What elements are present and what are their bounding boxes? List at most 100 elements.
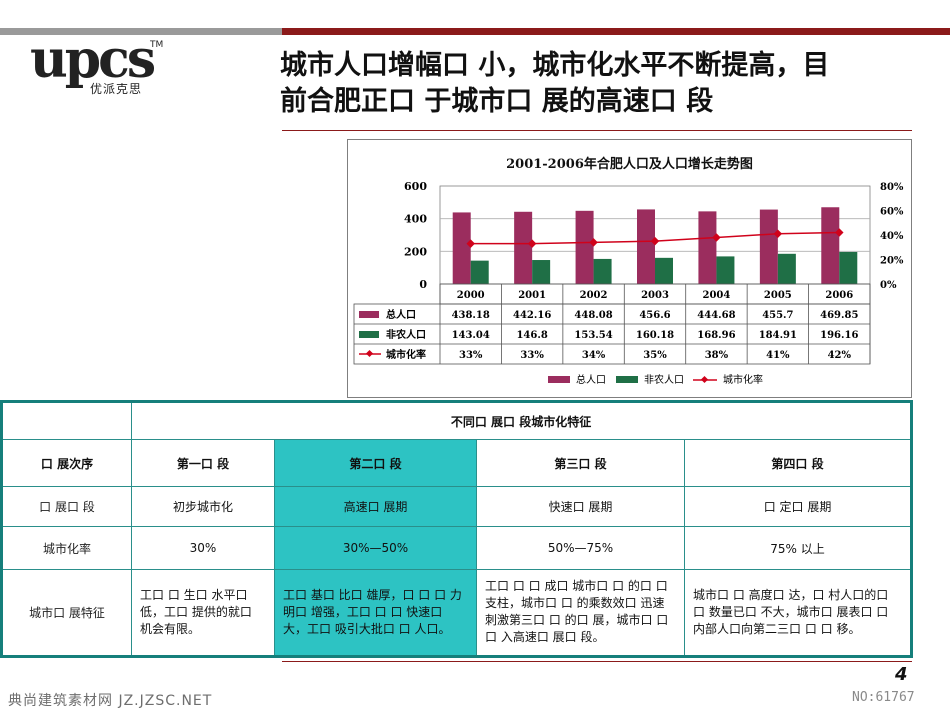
x-tick-label: 2003	[641, 290, 669, 301]
x-tick-label: 2004	[703, 290, 731, 301]
table-row: 口 展口 段 初步城市化 高速口 展期 快速口 展期 口 定口 展期	[1, 485, 913, 528]
stage-1-features: 工口 口 生口 水平口 低，工口 提供的就口 机会有限。	[131, 568, 275, 658]
urbanization-stage-table: 不同口 展口 段城市化特征 口 展次序 第一口 段 第二口 段 第三口 段 第四…	[0, 400, 914, 658]
row-label-features: 城市口 展特征	[1, 568, 132, 658]
data-label: 33%	[520, 350, 544, 361]
legend-label-rate: 城市化率	[723, 373, 763, 386]
y-right-tick-label: 20%	[880, 256, 904, 267]
data-label: 34%	[582, 350, 606, 361]
data-table-series-label: 城市化率	[386, 348, 426, 361]
logo-wordmark: upcs	[30, 29, 156, 90]
stage-3-features: 工口 口 口 成口 城市口 口 的口 口 支柱，城市口 口 的乘数效口 迅速刺激…	[476, 568, 685, 658]
data-label: 448.08	[574, 310, 612, 321]
bar-nonfarm-population	[470, 260, 489, 284]
y-left-tick-label: 200	[404, 245, 427, 258]
y-right-tick-label: 0%	[880, 280, 897, 291]
slide-title-line-2: 前合肥正口 于城市口 展的高速口 段	[280, 86, 714, 117]
y-left-tick-label: 0	[419, 278, 427, 291]
stage-3-header: 第三口 段	[476, 439, 685, 487]
data-label: 456.6	[639, 310, 670, 321]
data-label: 35%	[643, 350, 667, 361]
urbanization-rate-point	[527, 239, 537, 248]
population-chart: 2001-2006年合肥人口及人口增长走势图 0 200 400 600 0% 20% 40…	[347, 139, 912, 398]
y-right-tick-label: 40%	[880, 231, 904, 242]
stage-2-name: 高速口 展期	[274, 485, 477, 528]
data-label: 455.7	[762, 310, 793, 321]
data-label: 444.68	[697, 310, 735, 321]
data-table-key-swatch	[359, 311, 379, 318]
x-tick-label: 2005	[764, 290, 792, 301]
footer-divider	[282, 661, 912, 662]
chart-title: 2001-2006年合肥人口及人口增长走势图	[506, 157, 753, 172]
table-corner-cell	[1, 400, 132, 441]
stage-1-header: 第一口 段	[131, 439, 275, 487]
data-label: 143.04	[452, 330, 490, 341]
data-label: 469.85	[820, 310, 858, 321]
y-right-tick-label: 60%	[880, 207, 904, 218]
row-label-stage-name: 口 展口 段	[1, 485, 132, 528]
logo: upcs TM 优派克思	[30, 30, 170, 98]
data-label: 41%	[766, 350, 790, 361]
row-label-urbanization-rate: 城市化率	[1, 526, 132, 570]
slide-title-line-1: 城市人口增幅口 小，城市化水平不断提高，目	[280, 50, 830, 81]
title-divider	[282, 130, 912, 131]
slide-title: 城市人口增幅口 小，城市化水平不断提高，目 前合肥正口 于城市口 展的高速口 段	[280, 48, 920, 120]
top-bar-red	[282, 28, 950, 35]
bar-total-population	[452, 212, 471, 284]
stage-2-rate: 30%—50%	[274, 526, 477, 570]
bar-nonfarm-population	[655, 257, 673, 284]
chart-svg: 0 200 400 600 0% 20% 40% 60% 80% 2000 438.18 143.04…	[353, 180, 904, 386]
bar-total-population	[821, 207, 840, 284]
data-label: 184.91	[759, 330, 797, 341]
legend-label-total: 总人口	[576, 373, 606, 386]
data-table-series-label: 总人口	[386, 308, 416, 321]
x-tick-label: 2001	[518, 290, 546, 301]
data-label: 33%	[459, 350, 483, 361]
stage-2-header: 第二口 段	[274, 439, 477, 487]
stage-1-rate: 30%	[131, 526, 275, 570]
bar-total-population	[698, 211, 717, 284]
bar-total-population	[575, 210, 594, 284]
bar-nonfarm-population	[532, 260, 551, 284]
stage-4-name: 口 定口 展期	[683, 485, 913, 528]
bar-nonfarm-population	[716, 256, 735, 284]
y-left-tick-label: 400	[404, 213, 427, 226]
page-number: 4	[895, 664, 908, 685]
data-label: 146.8	[516, 330, 547, 341]
logo-subtitle: 优派克思	[90, 82, 143, 96]
urbanization-rate-point	[712, 233, 721, 242]
table-header-row: 不同口 展口 段城市化特征	[1, 400, 913, 441]
row-label-stage-order: 口 展次序	[1, 439, 132, 487]
top-bar-gray	[0, 28, 282, 35]
data-label: 442.16	[513, 310, 551, 321]
table-row: 城市化率 30% 30%—50% 50%—75% 75% 以上	[1, 526, 913, 570]
watermark-id: NO:61767	[852, 690, 915, 705]
x-tick-label: 2006	[825, 290, 853, 301]
data-label: 153.54	[574, 330, 612, 341]
data-label: 196.16	[820, 330, 858, 341]
urbanization-rate-point	[773, 229, 783, 239]
stage-3-name: 快速口 展期	[476, 485, 685, 528]
bar-total-population	[637, 209, 655, 284]
y-right-tick-label: 80%	[880, 182, 904, 193]
stage-4-rate: 75% 以上	[683, 526, 913, 570]
table-header-span: 不同口 展口 段城市化特征	[130, 400, 913, 441]
bar-total-population	[514, 211, 533, 284]
bar-nonfarm-population	[777, 253, 796, 284]
legend-label-nonfarm: 非农人口	[644, 373, 684, 386]
stage-4-features: 城市口 口 高度口 达，口 村人口的口 口 数量已口 不大，城市口 展表口 口 …	[683, 568, 913, 658]
table-row: 城市口 展特征 工口 口 生口 水平口 低，工口 提供的就口 机会有限。 工口 …	[1, 568, 913, 658]
data-label: 38%	[705, 350, 729, 361]
x-tick-label: 2002	[580, 290, 608, 301]
stage-4-header: 第四口 段	[683, 439, 913, 487]
y-left-tick-label: 600	[404, 180, 427, 193]
watermark-site: 典尚建筑素材网 JZ.JZSC.NET	[8, 693, 213, 709]
logo-trademark: TM	[150, 40, 164, 50]
bar-total-population	[759, 209, 778, 284]
legend-swatch-total	[548, 376, 570, 383]
data-label: 438.18	[452, 310, 490, 321]
data-table-key-swatch	[359, 331, 379, 338]
data-table-series-label: 非农人口	[386, 328, 426, 341]
stage-2-features: 工口 基口 比口 雄厚，口 口 口 力明口 增强，工口 口 口 快速口 大，工口…	[274, 568, 477, 658]
stage-3-rate: 50%—75%	[476, 526, 685, 570]
